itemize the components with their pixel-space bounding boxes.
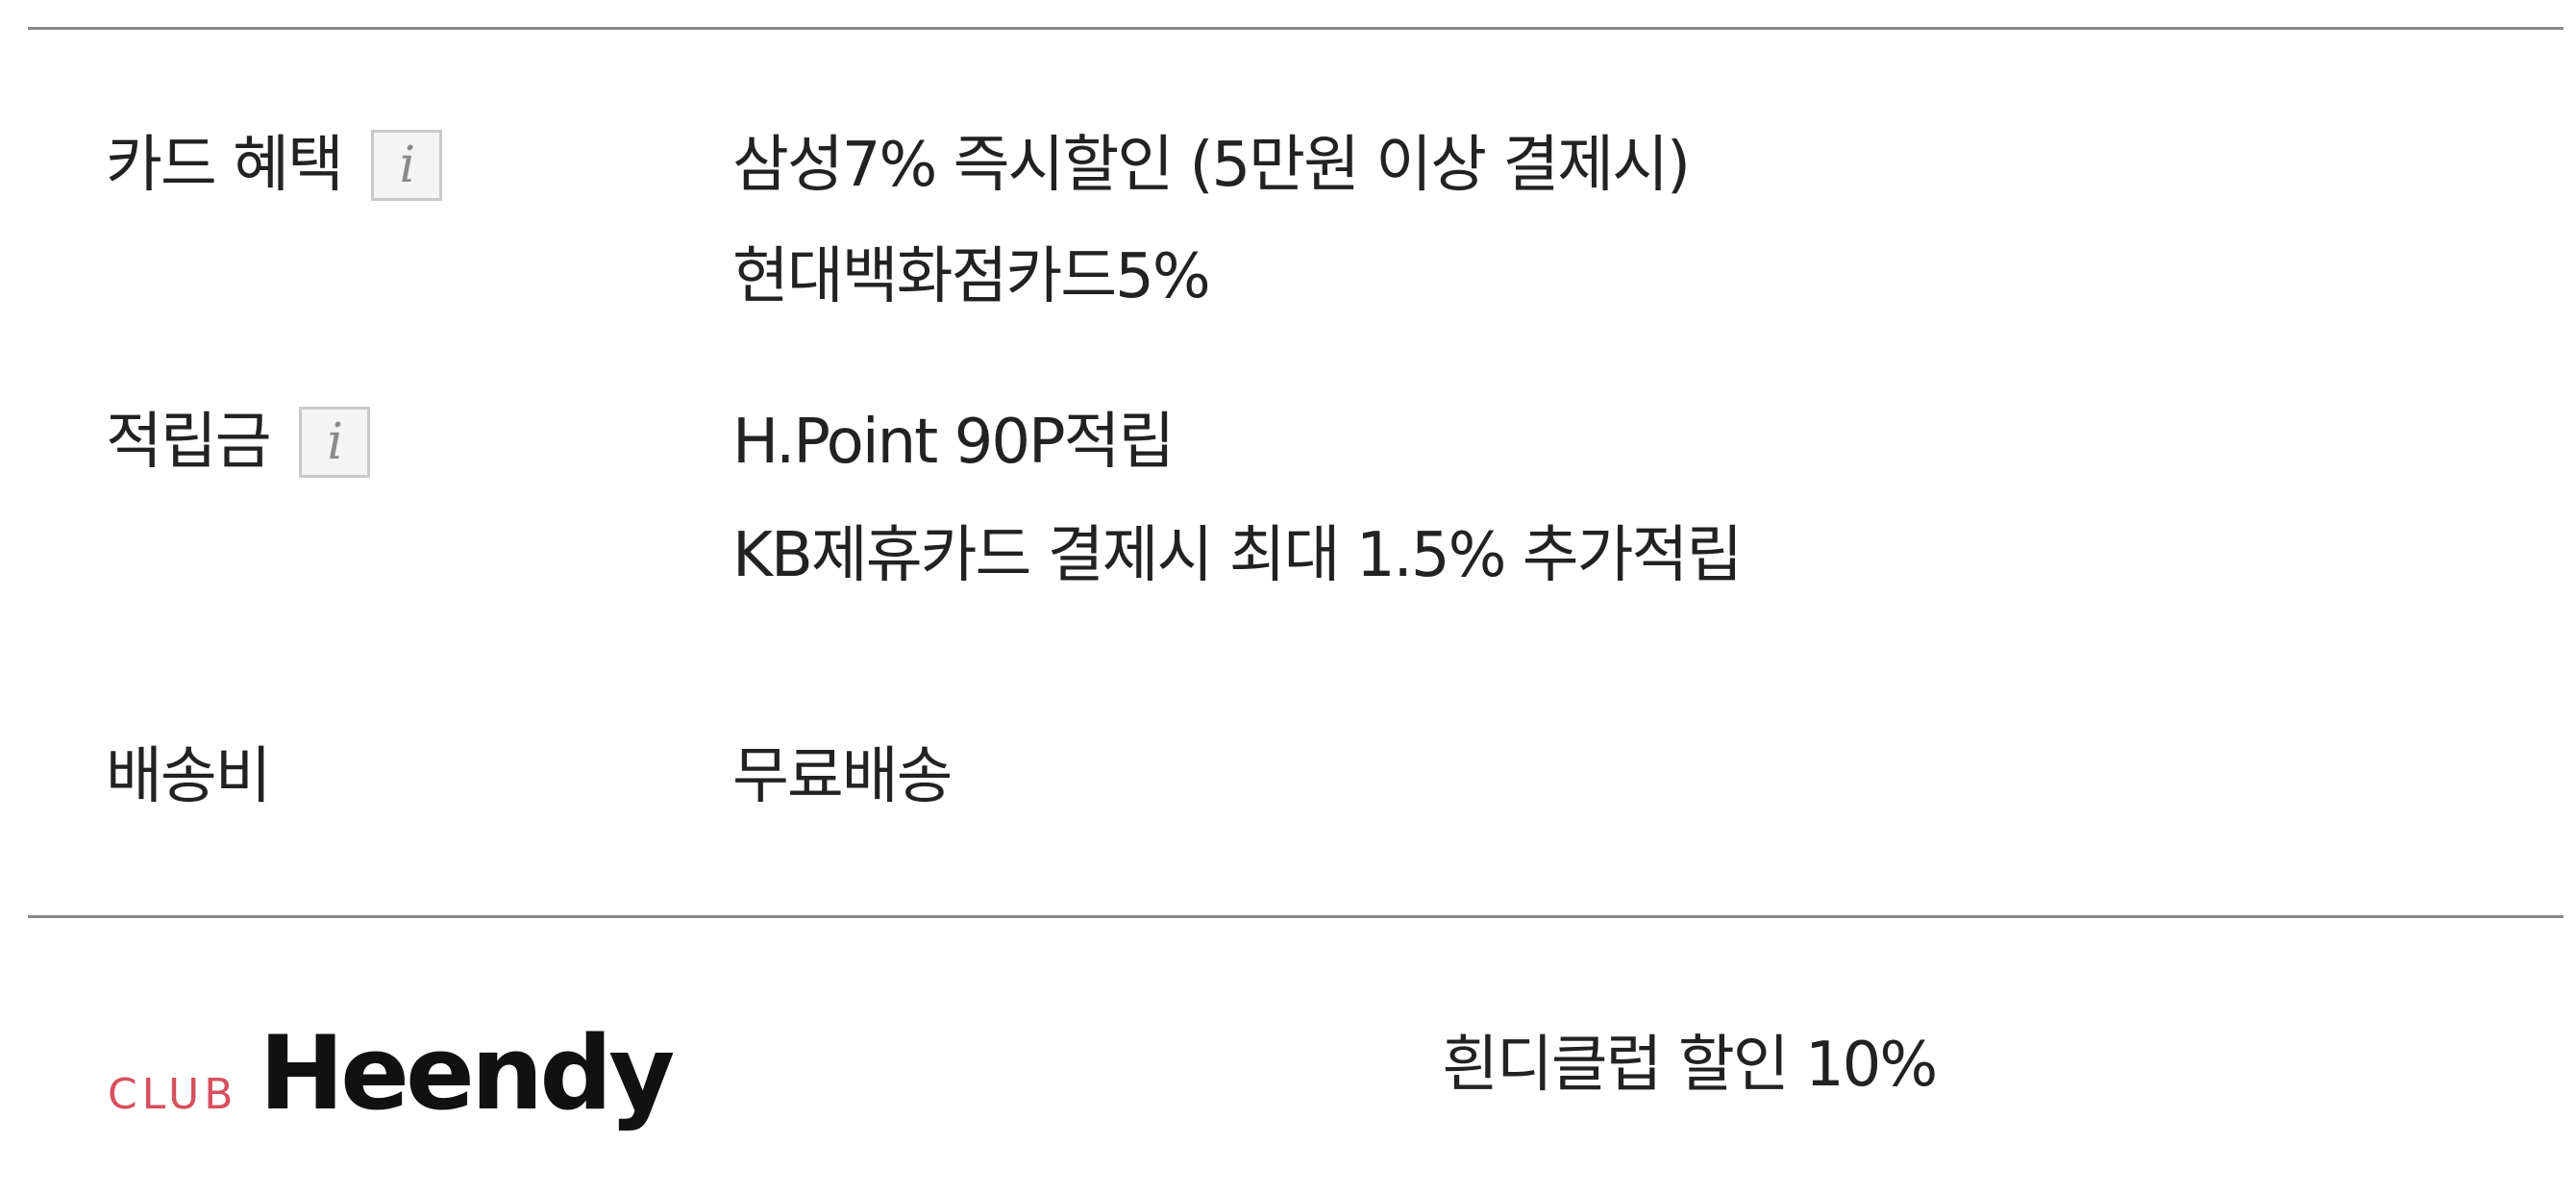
- card-benefit-label: 카드 혜택 i: [106, 127, 442, 204]
- points-label-text: 적립금: [106, 407, 272, 478]
- card-benefit-line-1: 삼성7% 즉시할인 (5만원 이상 결제시): [732, 130, 1691, 201]
- club-logo-name: Heendy: [259, 1014, 675, 1132]
- info-icon[interactable]: i: [370, 130, 442, 201]
- shipping-label: 배송비: [106, 738, 272, 815]
- club-discount-text: 흰디클럽 할인 10%: [1442, 1030, 1938, 1101]
- shipping-value: 무료배송: [732, 741, 954, 812]
- card-benefit-label-text: 카드 혜택: [106, 130, 344, 201]
- points-line-1: H.Point 90P적립: [732, 407, 1175, 478]
- shipping-label-text: 배송비: [106, 741, 272, 812]
- club-logo-prefix: CLUB: [108, 1070, 238, 1119]
- points-line-2: KB제휴카드 결제시 최대 1.5% 추가적립: [732, 520, 1743, 591]
- card-benefit-line-2: 현대백화점카드5%: [732, 241, 1211, 312]
- middle-divider: [28, 915, 2564, 918]
- points-label: 적립금 i: [106, 404, 370, 481]
- top-divider: [28, 27, 2564, 30]
- info-icon[interactable]: i: [298, 407, 370, 478]
- club-heendy-logo: CLUB Heendy: [108, 1014, 675, 1132]
